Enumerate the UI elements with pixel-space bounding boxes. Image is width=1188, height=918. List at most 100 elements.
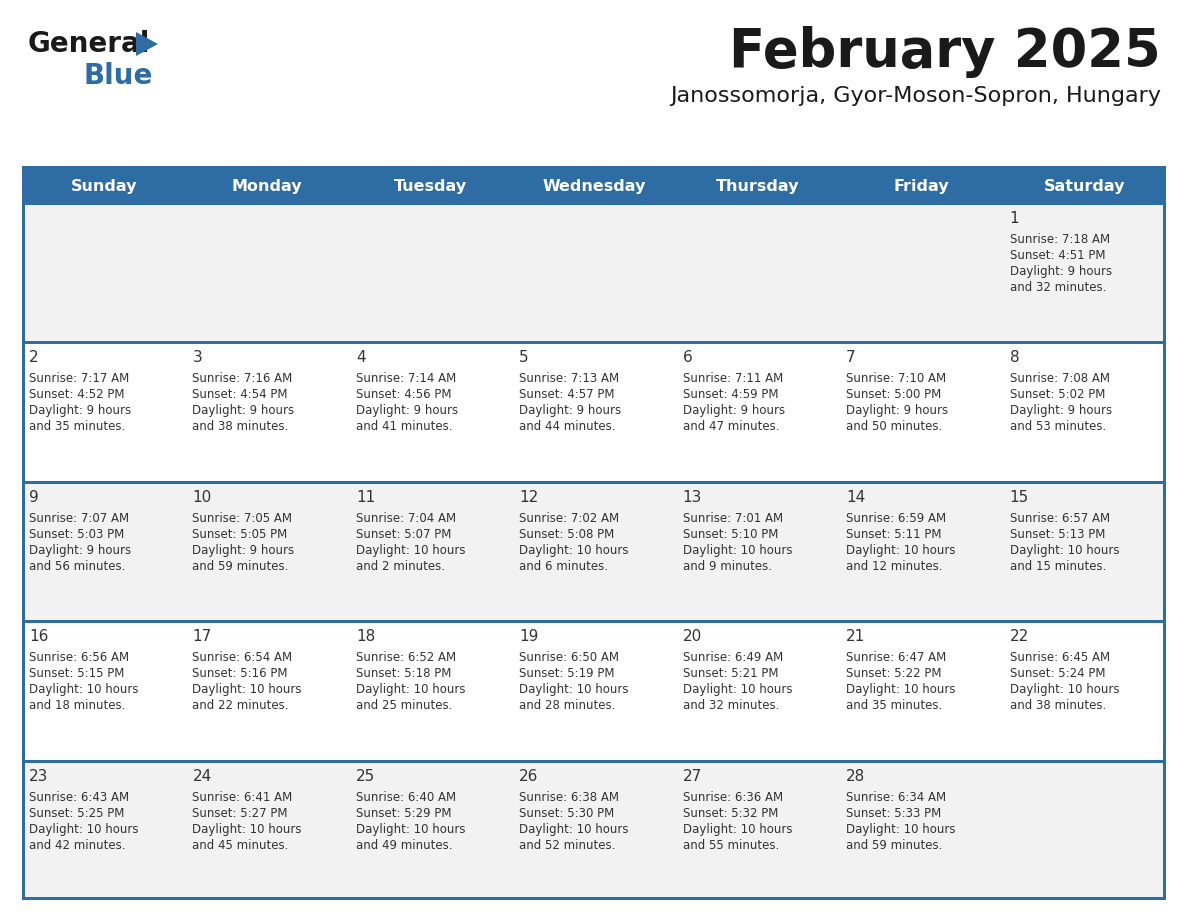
Bar	[23, 759, 1165, 763]
Text: Daylight: 10 hours: Daylight: 10 hours	[192, 823, 302, 835]
Text: 19: 19	[519, 629, 538, 644]
Text: and 55 minutes.: and 55 minutes.	[683, 839, 779, 852]
Text: and 35 minutes.: and 35 minutes.	[29, 420, 125, 433]
Text: and 38 minutes.: and 38 minutes.	[192, 420, 289, 433]
Text: Sunrise: 6:34 AM: Sunrise: 6:34 AM	[846, 790, 947, 803]
Text: 6: 6	[683, 351, 693, 365]
Text: Daylight: 9 hours: Daylight: 9 hours	[356, 405, 459, 418]
Text: 23: 23	[29, 768, 49, 784]
Text: and 56 minutes.: and 56 minutes.	[29, 560, 126, 573]
Text: Sunset: 5:27 PM: Sunset: 5:27 PM	[192, 807, 287, 820]
Bar	[23, 342, 1165, 482]
Text: 1: 1	[1010, 211, 1019, 226]
Text: and 49 minutes.: and 49 minutes.	[356, 839, 453, 852]
Text: and 15 minutes.: and 15 minutes.	[1010, 560, 1106, 573]
Text: Sunrise: 7:13 AM: Sunrise: 7:13 AM	[519, 373, 619, 386]
Text: Sunset: 5:25 PM: Sunset: 5:25 PM	[29, 807, 125, 820]
Text: Sunrise: 6:52 AM: Sunrise: 6:52 AM	[356, 651, 456, 665]
Text: Sunrise: 7:16 AM: Sunrise: 7:16 AM	[192, 373, 292, 386]
Text: 16: 16	[29, 629, 49, 644]
Text: Daylight: 10 hours: Daylight: 10 hours	[846, 683, 955, 696]
Text: Sunset: 5:16 PM: Sunset: 5:16 PM	[192, 667, 287, 680]
Text: Sunset: 5:05 PM: Sunset: 5:05 PM	[192, 528, 287, 541]
Text: 20: 20	[683, 629, 702, 644]
Text: Sunrise: 6:54 AM: Sunrise: 6:54 AM	[192, 651, 292, 665]
Text: and 32 minutes.: and 32 minutes.	[1010, 281, 1106, 294]
Text: and 18 minutes.: and 18 minutes.	[29, 700, 126, 712]
Text: Daylight: 10 hours: Daylight: 10 hours	[29, 823, 139, 835]
Text: Sunset: 4:57 PM: Sunset: 4:57 PM	[519, 388, 614, 401]
Text: 3: 3	[192, 351, 202, 365]
Text: Daylight: 10 hours: Daylight: 10 hours	[1010, 683, 1119, 696]
Text: 14: 14	[846, 490, 865, 505]
Text: 10: 10	[192, 490, 211, 505]
Text: 21: 21	[846, 629, 865, 644]
Text: 27: 27	[683, 768, 702, 784]
Text: Sunrise: 7:02 AM: Sunrise: 7:02 AM	[519, 512, 619, 525]
Text: and 44 minutes.: and 44 minutes.	[519, 420, 615, 433]
Text: Daylight: 9 hours: Daylight: 9 hours	[192, 405, 295, 418]
Text: Daylight: 9 hours: Daylight: 9 hours	[846, 405, 948, 418]
Text: 13: 13	[683, 490, 702, 505]
Text: and 41 minutes.: and 41 minutes.	[356, 420, 453, 433]
Text: Monday: Monday	[232, 180, 303, 195]
Text: Sunrise: 6:41 AM: Sunrise: 6:41 AM	[192, 790, 292, 803]
Text: and 9 minutes.: and 9 minutes.	[683, 560, 772, 573]
Text: Daylight: 10 hours: Daylight: 10 hours	[356, 683, 466, 696]
Text: Sunrise: 6:36 AM: Sunrise: 6:36 AM	[683, 790, 783, 803]
Text: 7: 7	[846, 351, 855, 365]
Text: Daylight: 10 hours: Daylight: 10 hours	[519, 683, 628, 696]
Text: Daylight: 10 hours: Daylight: 10 hours	[192, 683, 302, 696]
Text: Daylight: 10 hours: Daylight: 10 hours	[1010, 543, 1119, 557]
Text: Sunset: 5:22 PM: Sunset: 5:22 PM	[846, 667, 942, 680]
Text: and 59 minutes.: and 59 minutes.	[846, 839, 942, 852]
Text: and 35 minutes.: and 35 minutes.	[846, 700, 942, 712]
Text: Sunrise: 6:56 AM: Sunrise: 6:56 AM	[29, 651, 129, 665]
Text: Daylight: 10 hours: Daylight: 10 hours	[846, 823, 955, 835]
Text: Blue: Blue	[83, 62, 152, 90]
Text: and 28 minutes.: and 28 minutes.	[519, 700, 615, 712]
Bar	[23, 621, 1165, 761]
Text: and 45 minutes.: and 45 minutes.	[192, 839, 289, 852]
Text: Sunset: 5:00 PM: Sunset: 5:00 PM	[846, 388, 941, 401]
Text: and 32 minutes.: and 32 minutes.	[683, 700, 779, 712]
Text: Sunrise: 6:45 AM: Sunrise: 6:45 AM	[1010, 651, 1110, 665]
Text: Daylight: 9 hours: Daylight: 9 hours	[683, 405, 785, 418]
Bar	[23, 761, 1165, 900]
Bar	[23, 202, 1165, 205]
Bar	[23, 168, 25, 900]
Text: 11: 11	[356, 490, 375, 505]
Text: and 2 minutes.: and 2 minutes.	[356, 560, 444, 573]
Text: Sunset: 5:11 PM: Sunset: 5:11 PM	[846, 528, 942, 541]
Text: Sunset: 5:08 PM: Sunset: 5:08 PM	[519, 528, 614, 541]
Text: and 53 minutes.: and 53 minutes.	[1010, 420, 1106, 433]
Text: 28: 28	[846, 768, 865, 784]
Text: Sunset: 5:32 PM: Sunset: 5:32 PM	[683, 807, 778, 820]
Text: 26: 26	[519, 768, 538, 784]
Text: and 25 minutes.: and 25 minutes.	[356, 700, 453, 712]
Text: Sunrise: 7:07 AM: Sunrise: 7:07 AM	[29, 512, 129, 525]
Text: Sunset: 5:02 PM: Sunset: 5:02 PM	[1010, 388, 1105, 401]
Text: Daylight: 9 hours: Daylight: 9 hours	[519, 405, 621, 418]
Bar	[23, 171, 1165, 203]
Text: Sunset: 4:51 PM: Sunset: 4:51 PM	[1010, 249, 1105, 262]
Text: 22: 22	[1010, 629, 1029, 644]
Text: Sunset: 4:54 PM: Sunset: 4:54 PM	[192, 388, 287, 401]
Text: 8: 8	[1010, 351, 1019, 365]
Text: Sunset: 5:13 PM: Sunset: 5:13 PM	[1010, 528, 1105, 541]
Text: Sunset: 5:19 PM: Sunset: 5:19 PM	[519, 667, 614, 680]
Text: Daylight: 10 hours: Daylight: 10 hours	[356, 543, 466, 557]
Text: and 12 minutes.: and 12 minutes.	[846, 560, 942, 573]
Text: Daylight: 9 hours: Daylight: 9 hours	[1010, 405, 1112, 418]
Text: Sunrise: 6:49 AM: Sunrise: 6:49 AM	[683, 651, 783, 665]
Bar	[23, 481, 1165, 484]
Text: 24: 24	[192, 768, 211, 784]
Text: and 22 minutes.: and 22 minutes.	[192, 700, 289, 712]
Text: Friday: Friday	[893, 180, 949, 195]
Text: Sunrise: 7:11 AM: Sunrise: 7:11 AM	[683, 373, 783, 386]
Polygon shape	[135, 32, 158, 56]
Text: Sunrise: 6:47 AM: Sunrise: 6:47 AM	[846, 651, 947, 665]
Text: Daylight: 10 hours: Daylight: 10 hours	[683, 543, 792, 557]
Text: Sunrise: 6:43 AM: Sunrise: 6:43 AM	[29, 790, 129, 803]
Text: Sunrise: 7:01 AM: Sunrise: 7:01 AM	[683, 512, 783, 525]
